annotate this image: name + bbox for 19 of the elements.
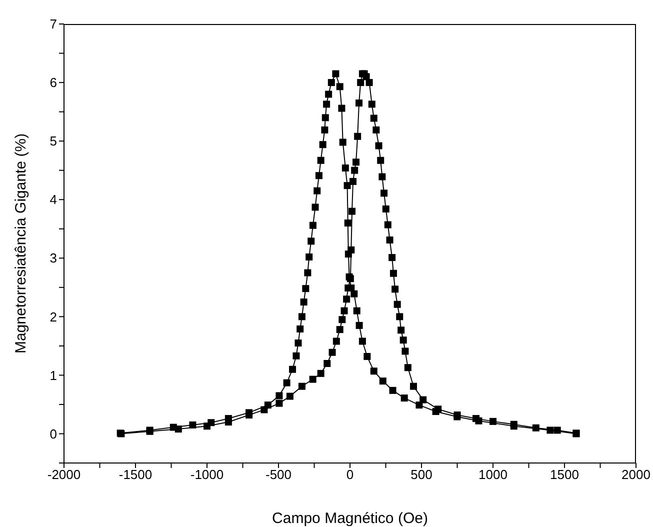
y-tick-label: 5 xyxy=(50,134,57,149)
y-tick-label: 4 xyxy=(50,192,57,208)
y-tick-label: 6 xyxy=(50,75,57,90)
x-tick-label: 1000 xyxy=(478,467,508,482)
y-tick-label: 7 xyxy=(50,16,57,32)
x-tick-label: 0 xyxy=(346,467,354,482)
x-axis-title: Campo Magnético (Oe) xyxy=(272,510,428,527)
x-tick-label: 2000 xyxy=(622,467,650,482)
y-tick-label: 1 xyxy=(50,368,57,383)
y-axis-title: Magnetorresiatência Gigante (%) xyxy=(12,133,30,354)
x-tick-label: 1500 xyxy=(550,467,579,482)
x-tick-label: -2000 xyxy=(47,467,81,482)
y-tick-label: 3 xyxy=(50,250,57,266)
x-tick-label: -500 xyxy=(265,467,292,482)
x-tick-label: -1000 xyxy=(190,467,224,482)
x-tick-label: 500 xyxy=(410,467,432,482)
y-tick-label: 0 xyxy=(50,426,57,442)
x-tick-label: -1500 xyxy=(118,467,152,482)
y-tick-label: 2 xyxy=(50,309,57,324)
